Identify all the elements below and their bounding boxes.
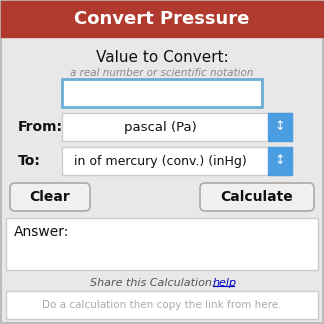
Text: ↕: ↕ (275, 121, 285, 133)
FancyBboxPatch shape (268, 147, 292, 175)
FancyBboxPatch shape (200, 183, 314, 211)
Text: Share this Calculation:: Share this Calculation: (90, 278, 219, 288)
Text: Calculate: Calculate (221, 190, 293, 204)
Text: Answer:: Answer: (14, 225, 69, 239)
FancyBboxPatch shape (62, 79, 262, 107)
Text: pascal (Pa): pascal (Pa) (124, 121, 196, 133)
Text: a real number or scientific notation: a real number or scientific notation (70, 68, 254, 78)
Text: in of mercury (conv.) (inHg): in of mercury (conv.) (inHg) (74, 155, 246, 168)
FancyBboxPatch shape (1, 1, 323, 37)
FancyBboxPatch shape (6, 218, 318, 270)
Text: ↕: ↕ (275, 155, 285, 168)
Text: From:: From: (18, 120, 63, 134)
Text: To:: To: (18, 154, 41, 168)
FancyBboxPatch shape (10, 183, 90, 211)
Text: Value to Convert:: Value to Convert: (96, 51, 228, 65)
Text: Clear: Clear (29, 190, 70, 204)
Text: Convert Pressure: Convert Pressure (74, 10, 250, 28)
Text: Do a calculation then copy the link from here.: Do a calculation then copy the link from… (42, 300, 282, 310)
FancyBboxPatch shape (268, 113, 292, 141)
FancyBboxPatch shape (62, 113, 292, 141)
FancyBboxPatch shape (62, 147, 292, 175)
FancyBboxPatch shape (6, 291, 318, 319)
Text: help: help (213, 278, 237, 288)
